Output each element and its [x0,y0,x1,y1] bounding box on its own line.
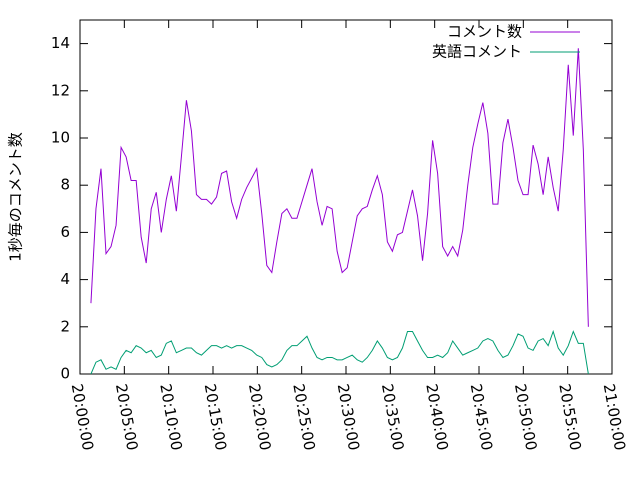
y-tick-label: 10 [51,129,70,147]
plot-frame [79,19,613,375]
series-line [90,329,589,375]
legend-label: 英語コメント [432,43,522,61]
y-tick-label: 14 [51,34,70,52]
x-tick-label: 20:35:00 [378,382,407,451]
x-tick-label: 20:25:00 [289,382,318,451]
x-tick-label: 21:00:00 [600,382,629,451]
y-tick-label: 6 [60,223,70,241]
y-tick-label: 12 [51,81,70,99]
y-tick-label: 0 [60,365,70,383]
y-axis-label: 1秒毎のコメント数 [7,132,25,262]
series-line [90,48,589,327]
x-tick-label: 20:10:00 [156,382,185,451]
x-tick-label: 20:45:00 [467,382,496,451]
y-tick-label: 4 [60,270,70,288]
x-tick-label: 20:40:00 [422,382,451,451]
x-tick-label: 20:30:00 [334,382,363,451]
y-tick-label: 2 [60,317,70,335]
legend-label: コメント数 [447,23,522,41]
x-tick-label: 20:50:00 [511,382,540,451]
x-tick-label: 20:20:00 [245,382,274,451]
x-tick-label: 20:00:00 [68,382,97,451]
x-tick-label: 20:15:00 [201,382,230,451]
x-tick-label: 20:05:00 [112,382,141,451]
x-tick-label: 20:55:00 [555,382,584,451]
y-tick-label: 8 [60,176,70,194]
